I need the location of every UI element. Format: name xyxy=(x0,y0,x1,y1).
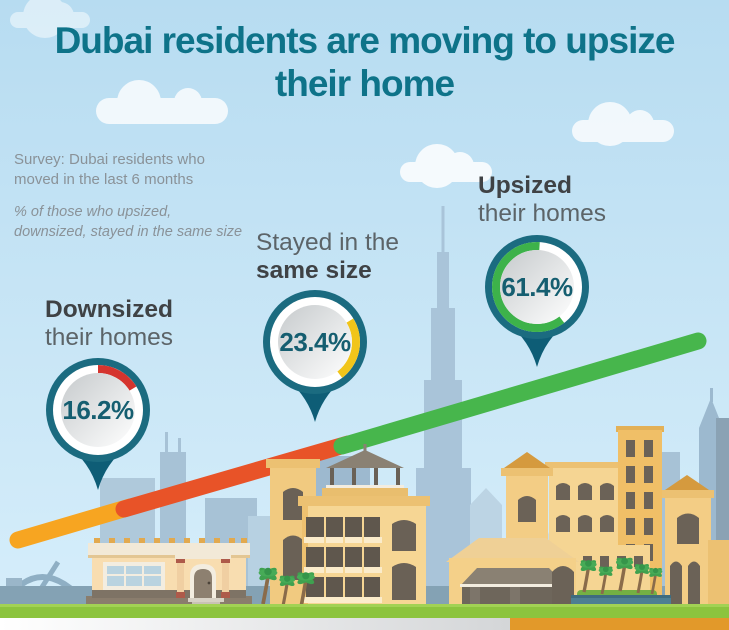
label-downsized-line2: their homes xyxy=(45,324,174,352)
value-upsized: 61.4% xyxy=(501,272,573,302)
hall-front xyxy=(446,538,579,607)
survey-line-2: moved in the last 6 months xyxy=(14,171,194,189)
pin-marker-icon xyxy=(46,358,150,490)
pin-stayed: 23.4% xyxy=(245,280,385,432)
gazebo-roof xyxy=(326,450,404,468)
survey-note: Survey: Dubai residents who moved in the… xyxy=(14,150,205,191)
label-downsized-line1: Downsized xyxy=(45,296,173,323)
arc-upsized xyxy=(492,242,582,332)
cloud xyxy=(96,80,228,124)
pin-downsized: 16.2% xyxy=(28,348,168,500)
trend-segment-upsized xyxy=(333,332,707,455)
grass-strip xyxy=(0,604,729,620)
label-downsized: Downsized their homes xyxy=(45,296,173,353)
pin-marker-icon xyxy=(263,290,367,422)
note-line-2: downsized, stayed in the same size xyxy=(14,223,243,240)
pool-edge xyxy=(571,595,671,598)
trend-line xyxy=(9,332,707,549)
title-line-1: Dubai residents are moving to upsize xyxy=(54,20,676,61)
cloud xyxy=(572,102,674,146)
page-title: Dubai residents are moving to upsize the… xyxy=(0,20,729,106)
cloud xyxy=(400,144,492,188)
house-left xyxy=(86,538,252,607)
label-upsized-line1: Upsized xyxy=(478,172,572,199)
label-stayed: Stayed in the same size xyxy=(256,229,399,286)
pin-marker-icon xyxy=(485,235,589,367)
trend-segment-stayed xyxy=(115,435,357,518)
trend-segment-downsized xyxy=(9,498,139,549)
building-middle xyxy=(266,444,430,607)
arc-downsized xyxy=(53,365,143,455)
survey-line-1: Survey: Dubai residents who xyxy=(14,151,205,168)
value-downsized: 16.2% xyxy=(62,395,134,425)
pool xyxy=(571,598,671,607)
footer-strip-left xyxy=(0,618,510,630)
title-line-2: their home xyxy=(274,62,455,104)
balcony-floors xyxy=(304,517,382,603)
label-stayed-line1: Stayed in the xyxy=(256,229,400,256)
footer-strip-right xyxy=(510,618,729,630)
pin-upsized: 61.4% xyxy=(467,225,607,377)
value-stayed: 23.4% xyxy=(279,327,351,357)
note-line-1: % of those who upsized, xyxy=(14,204,172,220)
house-window xyxy=(103,562,165,590)
cloud xyxy=(10,0,90,38)
arc-stayed xyxy=(270,297,360,387)
tall-yellow-building xyxy=(616,426,664,432)
label-stayed-line2: same size xyxy=(256,257,372,285)
label-upsized-line2: their homes xyxy=(478,200,607,228)
pyramid-tower-right xyxy=(662,475,714,607)
percentage-note: % of those who upsized, downsized, staye… xyxy=(14,203,242,242)
arched-doorway xyxy=(552,566,574,605)
label-upsized: Upsized their homes xyxy=(478,172,606,229)
